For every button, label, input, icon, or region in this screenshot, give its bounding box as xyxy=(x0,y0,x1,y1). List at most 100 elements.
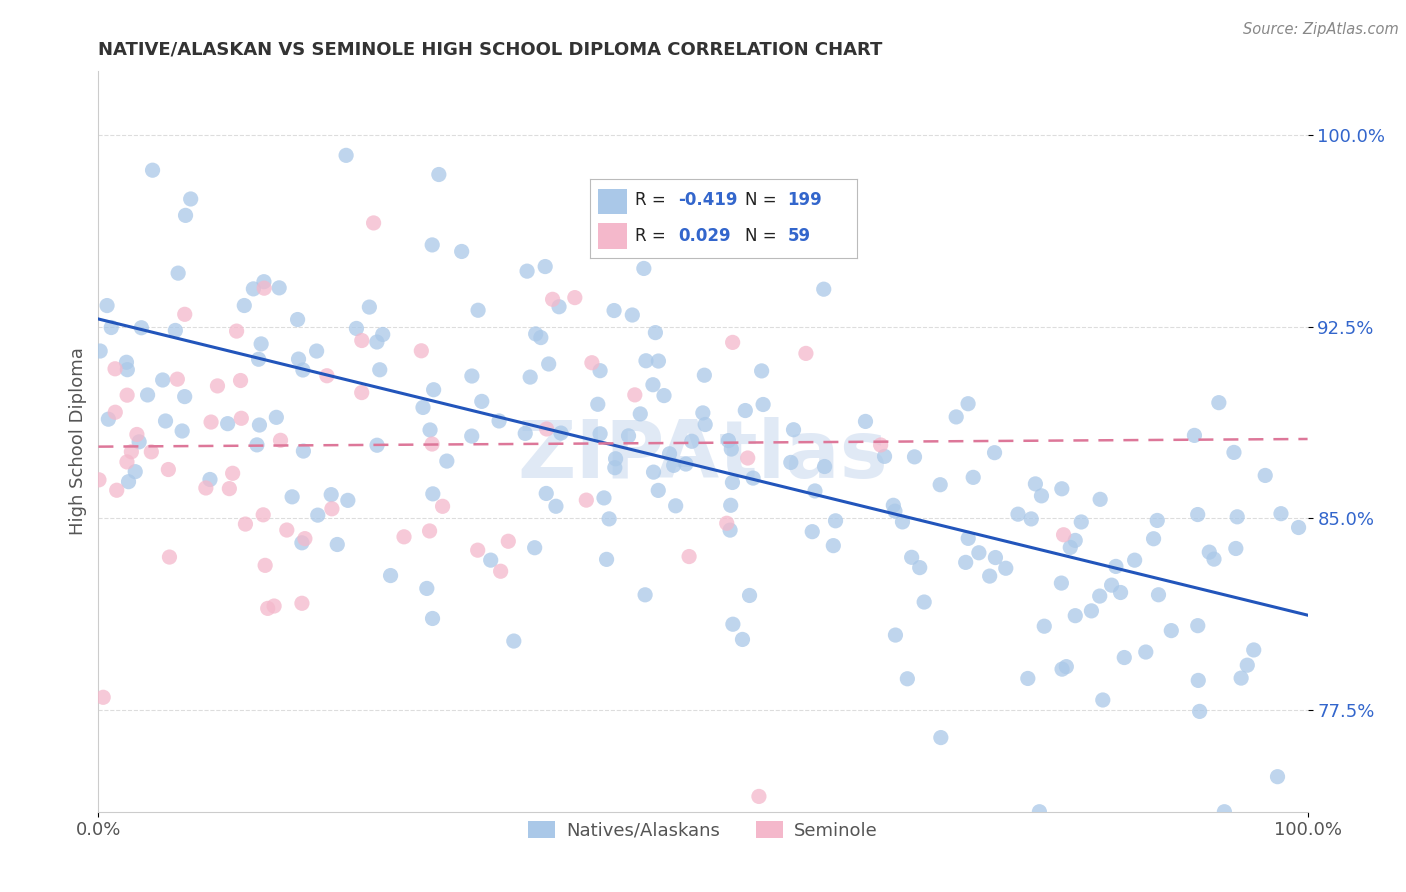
Point xyxy=(254,558,277,573)
Point xyxy=(166,372,188,386)
Point xyxy=(125,427,148,442)
Point xyxy=(801,524,824,539)
Point xyxy=(87,473,110,487)
Point xyxy=(1050,482,1073,496)
Point xyxy=(912,595,935,609)
Point xyxy=(634,353,657,368)
Point xyxy=(1033,619,1056,633)
Point xyxy=(422,487,444,501)
Point xyxy=(623,388,645,402)
Point xyxy=(316,368,339,383)
Point xyxy=(117,475,139,489)
Point xyxy=(263,599,285,613)
Point xyxy=(738,589,761,603)
Point xyxy=(751,364,773,378)
Point xyxy=(131,320,153,334)
Point xyxy=(1243,643,1265,657)
Point xyxy=(575,493,598,508)
Point xyxy=(721,617,744,632)
Point xyxy=(983,445,1005,459)
Point xyxy=(225,324,247,338)
Point xyxy=(813,282,835,296)
Point xyxy=(115,388,138,402)
Point xyxy=(548,300,571,314)
Text: 199: 199 xyxy=(787,192,823,210)
Point xyxy=(97,412,120,426)
Point xyxy=(1202,552,1225,566)
Point xyxy=(89,344,111,359)
Point xyxy=(1024,476,1046,491)
Point xyxy=(292,444,315,458)
Point xyxy=(371,327,394,342)
Point xyxy=(287,352,309,367)
Point xyxy=(461,369,484,384)
Point xyxy=(693,368,716,383)
Point xyxy=(979,569,1001,583)
Point xyxy=(1270,507,1292,521)
Point xyxy=(1146,513,1168,527)
Point xyxy=(1088,492,1111,507)
Point xyxy=(523,541,546,555)
Point xyxy=(823,539,845,553)
Point xyxy=(589,426,612,441)
Point xyxy=(1050,662,1073,676)
Text: 59: 59 xyxy=(787,227,810,245)
Point xyxy=(603,460,626,475)
Point xyxy=(1088,589,1111,603)
Point xyxy=(1187,618,1209,632)
Point xyxy=(955,555,977,569)
Point xyxy=(276,523,298,537)
Point xyxy=(249,417,271,432)
Point xyxy=(307,508,329,523)
Point xyxy=(412,401,434,415)
Point xyxy=(929,731,952,745)
Point xyxy=(929,477,952,491)
Point xyxy=(1007,507,1029,521)
Point xyxy=(380,568,402,582)
Text: N =: N = xyxy=(745,192,782,210)
Point xyxy=(692,406,714,420)
Legend: Natives/Alaskans, Seminole: Natives/Alaskans, Seminole xyxy=(522,814,884,847)
Point xyxy=(734,403,756,417)
Point xyxy=(479,553,502,567)
Point xyxy=(519,370,541,384)
Point xyxy=(250,337,273,351)
Point xyxy=(115,355,138,369)
Point xyxy=(488,414,510,428)
Point xyxy=(1091,693,1114,707)
Point xyxy=(813,459,835,474)
Point xyxy=(1225,541,1247,556)
Point xyxy=(335,148,357,162)
Point xyxy=(326,537,349,551)
Point xyxy=(537,357,560,371)
Point xyxy=(737,450,759,465)
Point xyxy=(366,438,388,452)
Point xyxy=(641,377,664,392)
Point xyxy=(235,517,257,532)
FancyBboxPatch shape xyxy=(598,188,627,214)
Point xyxy=(678,549,700,564)
Point xyxy=(281,490,304,504)
Point xyxy=(804,483,827,498)
Point xyxy=(617,429,640,443)
Point xyxy=(1147,588,1170,602)
Point xyxy=(422,611,444,625)
Point xyxy=(794,346,817,360)
Point xyxy=(229,374,252,388)
Point xyxy=(1109,585,1132,599)
Point xyxy=(855,414,877,428)
Point xyxy=(269,281,291,295)
Point xyxy=(253,275,276,289)
Point xyxy=(962,470,984,484)
Point xyxy=(420,238,443,252)
Point xyxy=(432,500,454,514)
Point xyxy=(231,411,253,425)
Point xyxy=(598,512,620,526)
Point xyxy=(779,455,801,469)
Point xyxy=(603,303,626,318)
Point xyxy=(824,514,846,528)
Point xyxy=(419,524,441,538)
Point xyxy=(900,550,922,565)
Point xyxy=(467,543,489,558)
Point xyxy=(984,550,1007,565)
